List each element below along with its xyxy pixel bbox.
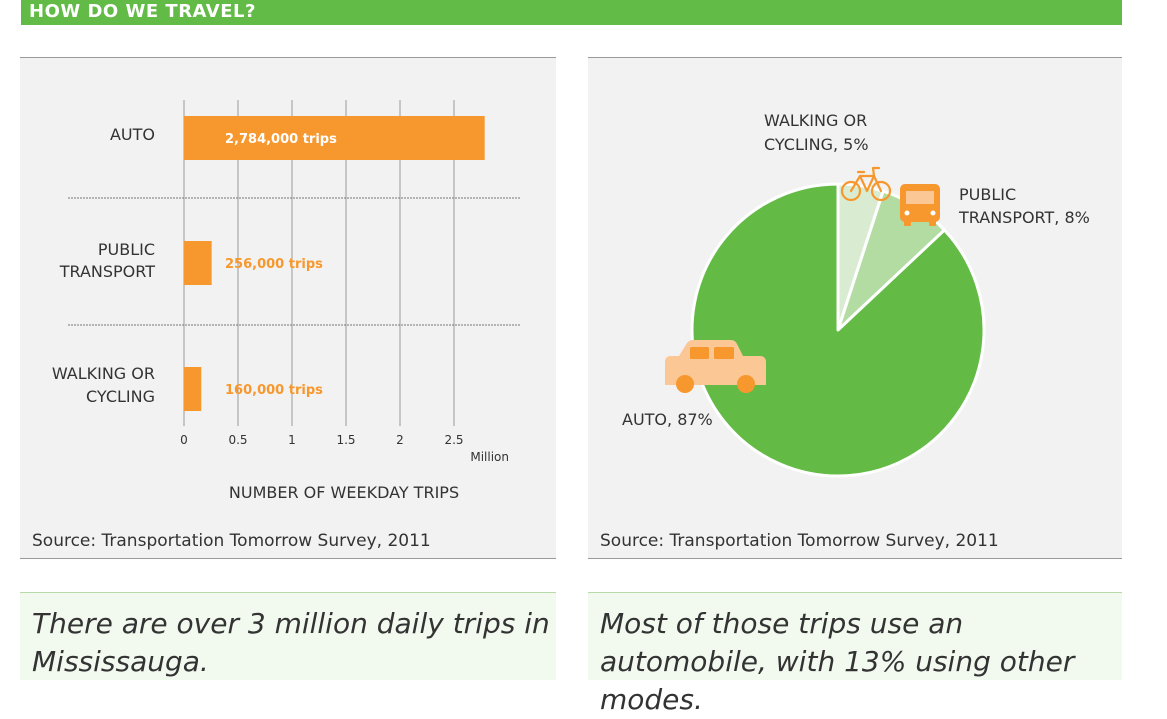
bar-chart-panel: 0 0.5 1 1.5 2 2.5 Million AUTO 2,784,000 trips PU… (20, 57, 556, 559)
pie-chart-source: Source: Transportation Tomorrow Survey, … (600, 531, 999, 551)
x-tick-label: 0 (180, 433, 188, 447)
data-label: 256,000 trips (225, 257, 323, 272)
car-icon (665, 340, 766, 393)
bar-chart-source: Source: Transportation Tomorrow Survey, … (32, 531, 431, 551)
pie-chart-panel: WALKING OR CYCLING, 5% PUBLIC TRANSPORT, 8%… (588, 57, 1122, 559)
x-tick-label: 1.5 (336, 433, 355, 447)
caption-trips-total: There are over 3 million daily trips in … (20, 592, 556, 680)
bar (184, 241, 212, 285)
header-bar: HOW DO WE TRAVEL? (21, 0, 1122, 25)
bicycle-icon (840, 166, 892, 202)
x-unit-label: Million (470, 450, 509, 464)
x-axis-title: NUMBER OF WEEKDAY TRIPS (229, 483, 459, 502)
pie-slice-label: AUTO, 87% (622, 410, 713, 429)
pie-slice-label: CYCLING, 5% (764, 135, 869, 154)
pie-chart: WALKING OR CYCLING, 5% PUBLIC TRANSPORT, 8%… (622, 111, 1090, 478)
category-label: CYCLING (86, 387, 155, 406)
data-label: 2,784,000 trips (225, 132, 337, 147)
category-label: AUTO (110, 125, 155, 144)
caption-text: Most of those trips use an automobile, w… (600, 607, 1075, 716)
category-label: PUBLIC (98, 240, 155, 259)
caption-text: There are over 3 million daily trips in … (32, 607, 550, 678)
bus-icon (900, 184, 940, 226)
x-tick-label: 0.5 (228, 433, 247, 447)
x-tick-label: 2.5 (444, 433, 463, 447)
pie-slice (690, 182, 986, 478)
pie-slice-label: PUBLIC (959, 185, 1016, 204)
category-label: WALKING OR (52, 364, 155, 383)
category-label: TRANSPORT (59, 262, 156, 281)
page-title: HOW DO WE TRAVEL? (29, 1, 256, 22)
x-tick-label: 1 (288, 433, 296, 447)
data-label: 160,000 trips (225, 383, 323, 398)
bar-chart: 0 0.5 1 1.5 2 2.5 Million AUTO 2,784,000 trips PU… (52, 100, 520, 502)
pie-slice-label: TRANSPORT, 8% (958, 208, 1090, 227)
x-tick-label: 2 (396, 433, 404, 447)
bar (184, 367, 202, 411)
caption-mode-share: Most of those trips use an automobile, w… (588, 592, 1122, 716)
bar (184, 116, 485, 160)
pie-slice-label: WALKING OR (764, 111, 867, 130)
